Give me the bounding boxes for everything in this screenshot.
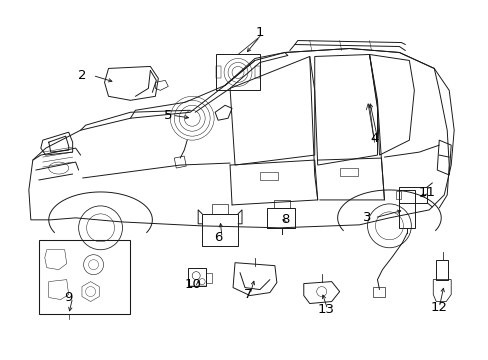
Bar (273, 200, 289, 208)
Bar (188, 268, 206, 285)
Bar (396, 191, 401, 199)
Text: 3: 3 (363, 211, 371, 224)
Bar (206, 273, 212, 283)
Bar (212, 204, 227, 214)
Bar (260, 172, 277, 180)
Bar (399, 187, 427, 203)
Text: 7: 7 (243, 288, 252, 301)
Text: 6: 6 (213, 231, 222, 244)
Bar (202, 214, 238, 246)
Text: 4: 4 (369, 132, 378, 145)
Text: 5: 5 (163, 109, 172, 122)
Bar (39, 240, 130, 315)
Text: 11: 11 (418, 186, 435, 199)
Bar (216, 67, 221, 78)
Text: 9: 9 (64, 291, 73, 304)
Text: 2: 2 (78, 69, 87, 82)
Text: 1: 1 (255, 26, 264, 39)
Text: 12: 12 (430, 301, 447, 314)
Text: 8: 8 (280, 213, 288, 226)
Text: 13: 13 (317, 303, 333, 316)
Bar (399, 190, 414, 228)
Text: 10: 10 (184, 278, 201, 291)
Bar (254, 67, 260, 78)
Bar (339, 168, 357, 176)
Bar (216, 54, 260, 90)
Bar (435, 260, 447, 280)
Bar (266, 208, 294, 228)
